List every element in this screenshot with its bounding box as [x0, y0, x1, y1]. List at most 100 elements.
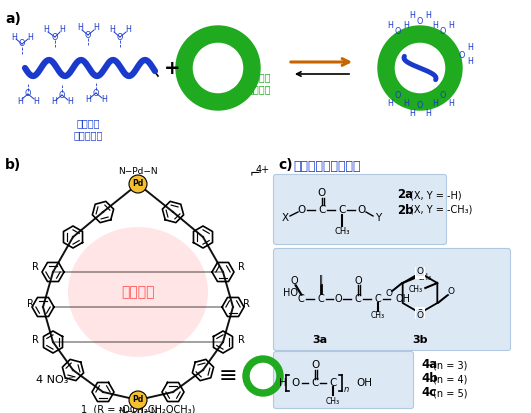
Text: O: O	[385, 290, 392, 299]
Text: O: O	[19, 40, 25, 48]
Text: ≡: ≡	[219, 366, 237, 386]
Text: N−Pd−N: N−Pd−N	[118, 408, 158, 413]
Text: O: O	[416, 266, 424, 275]
Text: O: O	[417, 102, 423, 111]
Text: H: H	[409, 10, 415, 19]
Text: H: H	[43, 26, 49, 35]
Text: 2a: 2a	[397, 188, 413, 202]
Text: H: H	[17, 97, 23, 105]
Text: O: O	[311, 360, 319, 370]
Text: O: O	[395, 92, 401, 100]
Text: H: H	[403, 98, 409, 107]
Text: R: R	[27, 299, 33, 309]
Text: H: H	[448, 98, 454, 107]
Text: b): b)	[5, 158, 21, 172]
Text: +: +	[164, 59, 180, 78]
Text: H: H	[432, 21, 438, 29]
Text: O: O	[298, 205, 306, 215]
Text: H: H	[387, 21, 393, 29]
FancyBboxPatch shape	[273, 351, 414, 408]
Text: O: O	[52, 33, 58, 41]
Text: (n = 4): (n = 4)	[433, 374, 467, 384]
Text: O: O	[416, 309, 424, 318]
Text: O: O	[459, 50, 465, 59]
Text: O: O	[25, 90, 31, 98]
Text: 親水性のオリゴ乳酸: 親水性のオリゴ乳酸	[293, 160, 361, 173]
Text: H: H	[425, 10, 431, 19]
Circle shape	[129, 391, 147, 409]
Text: CH₃: CH₃	[371, 311, 385, 320]
Text: 3b: 3b	[412, 335, 428, 345]
Text: O: O	[448, 287, 455, 297]
Circle shape	[129, 175, 147, 193]
Text: CH₃: CH₃	[408, 285, 422, 294]
Text: H: H	[279, 378, 287, 388]
Text: H: H	[125, 26, 131, 35]
Text: R: R	[31, 335, 38, 345]
Text: 疏水性の
ナノ空間: 疏水性の ナノ空間	[248, 72, 271, 94]
Text: H: H	[403, 21, 409, 29]
Text: ⌐: ⌐	[250, 166, 260, 180]
Text: HO: HO	[283, 288, 298, 298]
Text: O: O	[357, 205, 365, 215]
Text: O: O	[117, 33, 123, 41]
Text: H: H	[11, 33, 17, 41]
Text: H: H	[85, 95, 91, 104]
Text: n: n	[344, 385, 349, 394]
Text: O: O	[290, 276, 298, 286]
Text: C: C	[318, 294, 324, 304]
Text: 2b: 2b	[397, 204, 414, 216]
Text: (n = 5): (n = 5)	[433, 388, 467, 398]
Text: C: C	[318, 205, 326, 215]
Text: H: H	[387, 98, 393, 107]
Text: R: R	[31, 262, 38, 272]
Text: O: O	[318, 188, 326, 198]
FancyBboxPatch shape	[273, 175, 447, 244]
Text: CH₃: CH₃	[418, 273, 432, 282]
Text: Pd: Pd	[132, 180, 143, 188]
Text: 4b: 4b	[421, 373, 438, 385]
Text: (X, Y = -CH₃): (X, Y = -CH₃)	[410, 205, 473, 215]
Text: H: H	[33, 97, 39, 105]
Text: X: X	[281, 213, 288, 223]
Text: H: H	[67, 97, 73, 107]
Text: C: C	[311, 378, 319, 388]
Text: H: H	[27, 33, 33, 41]
Text: O: O	[59, 90, 65, 100]
Text: 3a: 3a	[312, 335, 328, 345]
FancyBboxPatch shape	[273, 249, 510, 351]
Text: H: H	[109, 26, 115, 35]
Text: O: O	[440, 28, 446, 36]
Text: c): c)	[278, 158, 293, 172]
Text: H: H	[425, 109, 431, 118]
Text: 4c: 4c	[421, 387, 436, 399]
Text: Pd: Pd	[132, 396, 143, 404]
Text: R: R	[243, 299, 250, 309]
Text: O: O	[416, 311, 424, 320]
Text: O: O	[93, 88, 99, 97]
Text: R: R	[237, 262, 244, 272]
Text: H: H	[51, 97, 57, 107]
Text: 4 NO₃⁻: 4 NO₃⁻	[36, 375, 74, 385]
Text: CH₃: CH₃	[326, 396, 340, 406]
Text: 親水性の
オリゴマー: 親水性の オリゴマー	[73, 118, 102, 140]
Text: O: O	[85, 31, 91, 40]
Text: O: O	[292, 378, 300, 388]
Text: a): a)	[5, 12, 21, 26]
Text: 4+: 4+	[256, 165, 270, 175]
Text: CH₃: CH₃	[334, 228, 350, 237]
Text: C: C	[297, 294, 304, 304]
Text: C: C	[375, 294, 381, 304]
Text: 4a: 4a	[421, 358, 437, 372]
Text: N−Pd−N: N−Pd−N	[118, 168, 158, 176]
Ellipse shape	[68, 227, 208, 357]
Text: O: O	[416, 268, 424, 278]
Text: H: H	[409, 109, 415, 118]
Text: H: H	[467, 43, 473, 52]
Text: H: H	[77, 24, 83, 33]
Text: Y: Y	[375, 213, 381, 223]
Text: C: C	[329, 378, 337, 388]
Text: H: H	[93, 24, 99, 33]
Text: O: O	[395, 28, 401, 36]
Text: H: H	[448, 21, 454, 29]
